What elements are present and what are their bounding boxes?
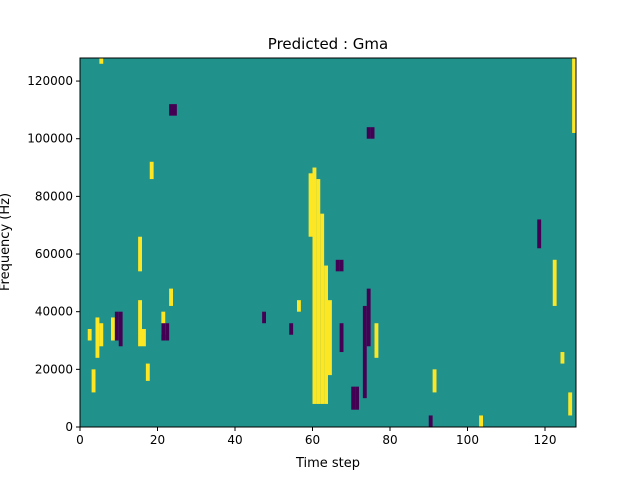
heatmap-cell-low: [165, 323, 170, 341]
plot-area: [79, 57, 577, 428]
heatmap-cell-low: [537, 219, 542, 249]
heatmap-cell-low: [355, 386, 359, 410]
heatmap-cell-high: [324, 265, 328, 404]
heatmap-cells: [87, 58, 576, 427]
heatmap-cell-low: [173, 104, 177, 116]
heatmap-cell-high: [95, 317, 100, 358]
heatmap-cell-high: [560, 352, 565, 364]
y-axis-label: Frequency (Hz): [0, 193, 13, 291]
heatmap-cell-high: [169, 288, 173, 306]
heatmap-cell-high: [111, 317, 115, 341]
heatmap-cell-high: [479, 415, 483, 427]
plot-frame: [79, 57, 577, 428]
heatmap-cell-high: [99, 323, 104, 347]
heatmap-cell-high: [432, 369, 437, 393]
heatmap-cell-high: [99, 58, 104, 64]
heatmap-cell-low: [262, 311, 266, 324]
y-tick-label: 60000: [35, 247, 73, 261]
heatmap-cell-high: [320, 213, 325, 404]
y-tick-label: 120000: [27, 74, 73, 88]
x-tick-label: 20: [150, 433, 165, 447]
heatmap-cell-low: [366, 288, 371, 347]
heatmap-cell-high: [297, 300, 301, 312]
y-tick-label: 0: [65, 420, 73, 434]
heatmap-cell-high: [145, 363, 150, 381]
heatmap-cell-high: [87, 328, 92, 341]
heatmap-cell-high: [552, 259, 557, 306]
heatmap-cell-high: [149, 161, 154, 180]
y-tick-label: 100000: [27, 132, 73, 146]
heatmap-cell-high: [568, 392, 573, 416]
heatmap-cell-high: [316, 179, 321, 404]
x-tick-label: 120: [534, 433, 557, 447]
heatmap-cell-low: [428, 415, 433, 427]
heatmap-cell-low: [118, 311, 123, 347]
x-axis-label: Time step: [295, 456, 360, 471]
heatmap-cell-high: [328, 300, 332, 376]
heatmap-cell-high: [308, 173, 313, 237]
heatmap-cell-low: [161, 323, 166, 341]
y-tick-label: 80000: [35, 189, 73, 203]
x-axis: 0 20 40 60 80 100 120: [76, 427, 556, 447]
x-tick-label: 80: [382, 433, 397, 447]
y-tick-label: 40000: [35, 305, 73, 319]
heatmap-cell-high: [91, 369, 96, 393]
chart-title: Predicted : Gma: [268, 35, 388, 53]
x-tick-label: 0: [76, 433, 84, 447]
heatmap-cell-high: [312, 167, 317, 404]
heatmap-cell-low: [370, 127, 375, 139]
x-tick-label: 60: [305, 433, 320, 447]
heatmap-cell-low: [114, 311, 119, 341]
y-tick-label: 20000: [35, 362, 73, 376]
heatmap-cell-low: [335, 259, 340, 272]
heatmap-cell-low: [339, 323, 344, 353]
y-axis: 0 20000 40000 60000 80000 100000 120000: [27, 74, 80, 434]
heatmap-cell-high: [138, 236, 142, 272]
x-tick-label: 40: [227, 433, 242, 447]
heatmap-cell-high: [142, 328, 146, 347]
heatmap-cell-low: [289, 323, 294, 335]
heatmap-cell-high: [572, 58, 576, 133]
heatmap-cell-low: [339, 259, 344, 272]
heatmap-cell-low: [351, 386, 356, 410]
x-tick-label: 100: [456, 433, 479, 447]
heatmap-cell-low: [362, 305, 367, 399]
heatmap-cell-low: [366, 127, 371, 139]
heatmap-cell-low: [169, 104, 173, 116]
heatmap-cell-high: [374, 323, 379, 358]
heatmap-cell-high: [138, 300, 142, 347]
